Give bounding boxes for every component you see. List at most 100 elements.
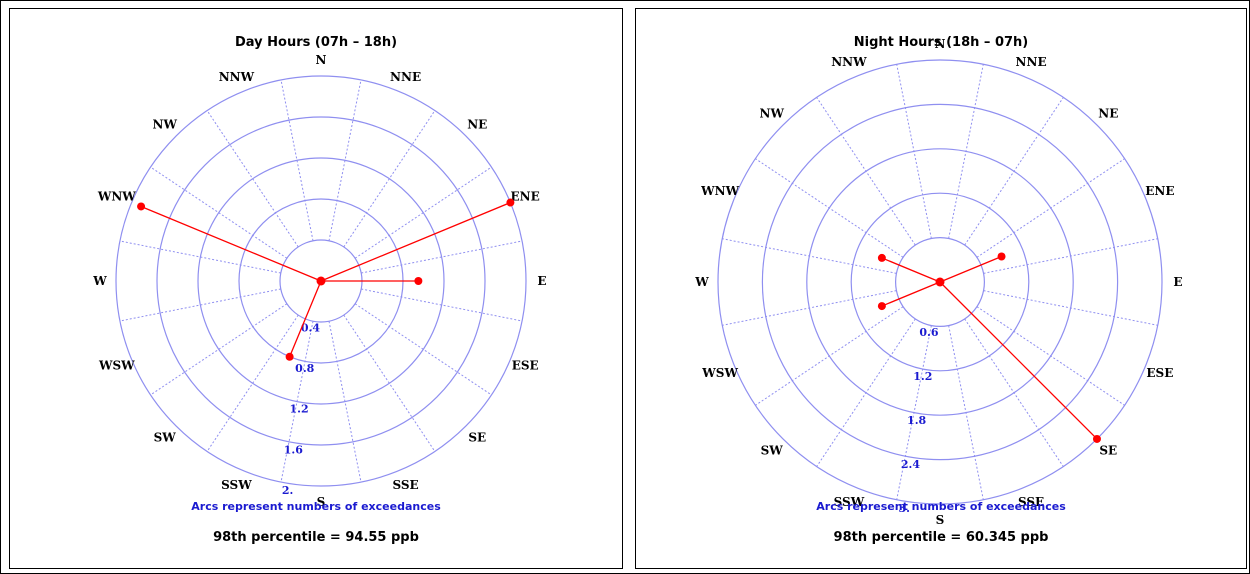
night-rose-chart: N NNE NE ENE E ESE SE SSE S SSW SW WSW W WNW NW NNW 0.6 1… bbox=[694, 37, 1182, 527]
data-point-ene bbox=[506, 198, 515, 207]
grid-ring-3 bbox=[806, 148, 1074, 416]
direction-label-nne: NNE bbox=[1016, 55, 1047, 69]
ring-value-label: 1.2 bbox=[913, 370, 932, 383]
direction-label-ene: ENE bbox=[511, 189, 540, 203]
grid-spoke bbox=[328, 79, 362, 241]
grid-spoke bbox=[722, 290, 897, 326]
data-point-ssw bbox=[285, 352, 294, 361]
grid-spoke bbox=[722, 238, 897, 274]
data-line-wsw bbox=[881, 281, 941, 307]
direction-label-s: S bbox=[317, 495, 326, 509]
direction-label-n: N bbox=[316, 53, 327, 67]
data-line-wnw bbox=[140, 205, 322, 282]
grid-spoke bbox=[354, 303, 492, 396]
ring-value-label: 0.8 bbox=[295, 362, 314, 375]
grid-spoke bbox=[280, 321, 314, 483]
direction-label-ne: NE bbox=[1098, 107, 1118, 121]
data-line-ssw bbox=[289, 280, 322, 358]
direction-label-nw: NW bbox=[153, 118, 178, 132]
direction-label-ne: NE bbox=[467, 118, 487, 132]
grid-ring-4 bbox=[761, 103, 1119, 461]
grid-spoke bbox=[964, 318, 1064, 467]
grid-spoke bbox=[948, 325, 984, 500]
data-point-wnw bbox=[137, 202, 146, 211]
direction-label-se: SE bbox=[468, 430, 486, 444]
grid-spoke bbox=[755, 158, 904, 258]
direction-label-n: N bbox=[935, 37, 946, 51]
grid-spoke bbox=[343, 110, 436, 248]
grid-ring-5 bbox=[717, 59, 1163, 505]
direction-label-ene: ENE bbox=[1145, 184, 1174, 198]
data-point-e bbox=[414, 277, 423, 285]
center-point bbox=[935, 277, 945, 287]
night-hours-panel: Night Hours (18h – 07h) N NNE NE ENE E ESE SE S… bbox=[635, 8, 1247, 569]
direction-label-e: E bbox=[1173, 275, 1182, 289]
data-line-se bbox=[939, 281, 1098, 440]
direction-label-sse: SSE bbox=[1018, 495, 1044, 509]
night-chart-note: Arcs represent numbers of exceedances bbox=[816, 500, 1066, 513]
direction-label-w: W bbox=[694, 275, 709, 289]
direction-label-nnw: NNW bbox=[219, 70, 255, 84]
direction-label-wsw: WSW bbox=[98, 359, 135, 373]
grid-spoke bbox=[206, 110, 299, 248]
day-hours-panel: Day Hours (07h – 18h) N NNE NE ENE E ESE SE SSE… bbox=[9, 8, 623, 569]
ring-value-label: 3. bbox=[899, 502, 910, 515]
direction-label-wnw: WNW bbox=[97, 189, 136, 203]
grid-spoke bbox=[976, 158, 1125, 258]
direction-label-ssw: SSW bbox=[834, 495, 865, 509]
grid-spoke bbox=[361, 240, 523, 274]
data-point-se bbox=[1092, 434, 1101, 443]
direction-label-sw: SW bbox=[761, 443, 784, 457]
ring-value-label: 2. bbox=[282, 484, 293, 497]
grid-spoke bbox=[983, 238, 1158, 274]
center-point bbox=[316, 276, 326, 286]
data-line-wnw bbox=[881, 257, 941, 283]
grid-spoke bbox=[983, 290, 1158, 326]
grid-spoke bbox=[343, 314, 436, 452]
ring-value-label: 1.8 bbox=[907, 414, 926, 427]
data-line-ene bbox=[320, 201, 511, 282]
data-line-ene bbox=[939, 255, 1002, 283]
ring-value-label: 1.6 bbox=[284, 443, 303, 456]
ring-value-label: 1.2 bbox=[289, 403, 308, 416]
night-chart-title: Night Hours (18h – 07h) bbox=[853, 35, 1029, 50]
direction-label-sw: SW bbox=[154, 430, 177, 444]
grid-spoke bbox=[896, 325, 932, 500]
ring-value-label: 0.6 bbox=[919, 326, 938, 339]
day-percentile: 98th percentile = 94.55 ppb bbox=[213, 530, 419, 545]
day-chart-title: Day Hours (07h – 18h) bbox=[234, 35, 398, 50]
day-rose-chart: N NNE NE ENE E ESE SE SSE S SSW SW WSW W WNW NW NNW 0.4 0… bbox=[92, 53, 546, 509]
grid-spoke bbox=[948, 64, 984, 239]
data-point-ene bbox=[997, 252, 1006, 261]
grid-spoke bbox=[976, 306, 1125, 406]
night-percentile: 98th percentile = 60.345 ppb bbox=[833, 530, 1049, 545]
grid-spoke bbox=[119, 240, 281, 274]
direction-label-sse: SSE bbox=[392, 478, 418, 492]
direction-label-w: W bbox=[92, 274, 107, 288]
grid-spoke bbox=[328, 321, 362, 483]
day-chart-note: Arcs represent numbers of exceedances bbox=[191, 500, 441, 513]
direction-label-ese: ESE bbox=[1146, 366, 1173, 380]
direction-label-nw: NW bbox=[759, 107, 784, 121]
direction-label-wnw: WNW bbox=[700, 184, 739, 198]
direction-label-s: S bbox=[936, 513, 945, 527]
grid-spoke bbox=[816, 318, 916, 467]
data-point-wnw bbox=[877, 253, 886, 262]
grid-spoke bbox=[206, 314, 299, 452]
direction-label-wsw: WSW bbox=[701, 366, 738, 380]
ring-value-label: 2.4 bbox=[901, 458, 920, 471]
grid-ring-2 bbox=[850, 192, 1030, 372]
grid-spoke bbox=[896, 64, 932, 239]
grid-spoke bbox=[361, 288, 523, 322]
grid-ring-5 bbox=[115, 75, 527, 487]
grid-ring-3 bbox=[197, 157, 445, 405]
grid-spoke bbox=[964, 97, 1064, 246]
grid-spoke bbox=[755, 306, 904, 406]
grid-spoke bbox=[119, 288, 281, 322]
grid-spoke bbox=[354, 166, 492, 259]
grid-ring-1 bbox=[895, 237, 986, 328]
grid-spoke bbox=[816, 97, 916, 246]
grid-spoke bbox=[150, 166, 288, 259]
direction-label-ssw: SSW bbox=[221, 478, 252, 492]
